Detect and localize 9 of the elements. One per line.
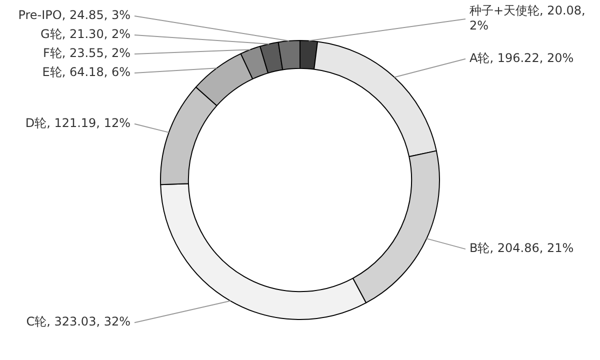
- slice-label: C轮, 323.03, 32%: [26, 314, 130, 329]
- slice-label: E轮, 64.18, 6%: [42, 65, 130, 80]
- slice-label: 种子+天使轮, 20.08, 2%: [470, 4, 586, 33]
- slice-label: A轮, 196.22, 20%: [470, 51, 574, 65]
- slice-label: B轮, 204.86, 21%: [470, 241, 574, 256]
- slice-label: Pre-IPO, 24.85, 3%: [18, 8, 130, 22]
- slice-label: G轮, 21.30, 2%: [40, 27, 130, 42]
- slice-label: D轮, 121.19, 12%: [25, 116, 130, 130]
- slice-label: F轮, 23.55, 2%: [42, 46, 130, 60]
